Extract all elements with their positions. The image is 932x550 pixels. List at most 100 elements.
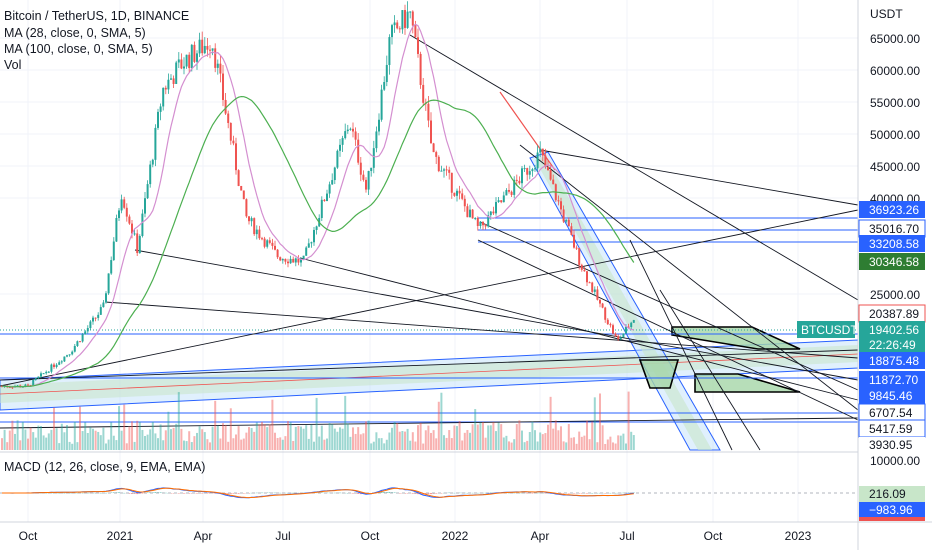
volume-bar [175, 423, 178, 450]
candle-body [370, 167, 373, 172]
volume-bar [45, 437, 48, 450]
volume-bar [375, 432, 378, 450]
drawing-level-lines [0, 217, 858, 423]
candle-body [630, 322, 633, 328]
svg-text:35016.70: 35016.70 [869, 222, 919, 236]
candle-body [50, 364, 53, 372]
volume-bar [456, 426, 458, 450]
macd-hist-bar [292, 492, 295, 494]
volume-bar [47, 433, 50, 450]
volume-bar [81, 431, 84, 450]
macd-hist-bar [484, 492, 487, 494]
volume-bar [60, 423, 63, 450]
volume-bar [281, 439, 284, 450]
volume-bar [183, 440, 185, 450]
candle-body [625, 326, 627, 334]
volume-bar [167, 411, 170, 450]
macd-hist-bar [118, 492, 120, 493]
volume-bar [411, 432, 414, 450]
candle-body [549, 170, 552, 180]
volume-bar [474, 409, 477, 450]
candle-body [339, 144, 341, 151]
macd-hist-bar [471, 492, 474, 494]
indicator-macd[interactable]: MACD (12, 26, close, 9, EMA, EMA) [4, 460, 206, 474]
volume-bar [367, 420, 370, 450]
macd-hist-bar [164, 492, 167, 494]
candle-body [53, 364, 55, 367]
volume-bar [302, 428, 305, 450]
candle-body [105, 293, 107, 303]
volume-bar [222, 423, 224, 450]
candle-body [531, 169, 534, 172]
macd-hist-bar [63, 492, 66, 494]
candle-body [502, 195, 505, 203]
volume-bar [344, 395, 347, 450]
volume-bar [502, 437, 505, 450]
volume-bar [237, 426, 240, 450]
candle-body [427, 103, 430, 121]
candle-body [180, 59, 183, 69]
macd-axis-tick: 10000.00 [870, 454, 920, 468]
volume-bar [365, 421, 367, 450]
candle-body [216, 63, 219, 68]
volume-bar [593, 397, 596, 450]
volume-bar [188, 431, 191, 450]
candle-body [188, 54, 191, 69]
volume-bar [560, 426, 562, 450]
volume-bar [487, 425, 490, 450]
volume-bar [417, 425, 419, 450]
candle-body [170, 78, 172, 80]
volume-bar [110, 422, 113, 450]
candle-body [289, 258, 292, 264]
volume-bar [339, 427, 341, 450]
price-axis-tick: 25000.00 [870, 288, 920, 302]
candle-body [443, 169, 445, 171]
volume-bar [583, 435, 586, 450]
indicator-ma100[interactable]: MA (100, close, 0, SMA, 5) [4, 42, 153, 56]
volume-bar [185, 441, 188, 450]
volume-bar [42, 435, 45, 450]
macd-hist-bar [380, 491, 383, 493]
price-axis-unit: USDT [870, 7, 903, 21]
volume-bar [427, 425, 430, 450]
candle-body [570, 226, 573, 235]
candle-body [632, 320, 635, 323]
candle-body [164, 87, 167, 90]
candle-body [396, 22, 399, 29]
candle-body [391, 25, 393, 38]
volume-bar [336, 431, 339, 450]
volume-bar [203, 432, 206, 450]
macd-hist-bar [544, 493, 547, 494]
candle-body [227, 113, 230, 124]
indicator-ma28[interactable]: MA (28, close, 0, SMA, 5) [4, 26, 146, 40]
volume-bar [125, 443, 128, 450]
volume-bar [19, 440, 22, 450]
candle-body [510, 191, 513, 195]
volume-bar [430, 432, 432, 450]
indicator-vol[interactable]: Vol [4, 58, 22, 72]
volume-bar [570, 437, 573, 450]
candle-body [92, 317, 94, 322]
chart-title[interactable]: Bitcoin / TetherUS, 1D, BINANCE [4, 9, 190, 23]
macd-hist-bar [536, 492, 539, 494]
candle-body [492, 211, 495, 214]
volume-bar [625, 443, 627, 450]
macd-hist-bar [105, 492, 107, 494]
volume-bar [591, 421, 594, 450]
volume-bar [255, 422, 258, 450]
candle-body [547, 166, 549, 171]
candle-body [302, 255, 305, 259]
candle-body [45, 371, 48, 374]
volume-bar [297, 425, 300, 450]
time-axis-tick: Oct [19, 529, 38, 543]
macd-signal-badge: 216.09 [859, 486, 925, 502]
volume-bar [518, 420, 521, 450]
volume-bar [229, 408, 232, 450]
candle-body [495, 201, 497, 214]
volume-bar [86, 432, 89, 450]
candle-body [596, 289, 599, 300]
macd-hist-bar [112, 492, 115, 493]
volume-bar [149, 429, 152, 450]
volume-bar [357, 427, 360, 450]
